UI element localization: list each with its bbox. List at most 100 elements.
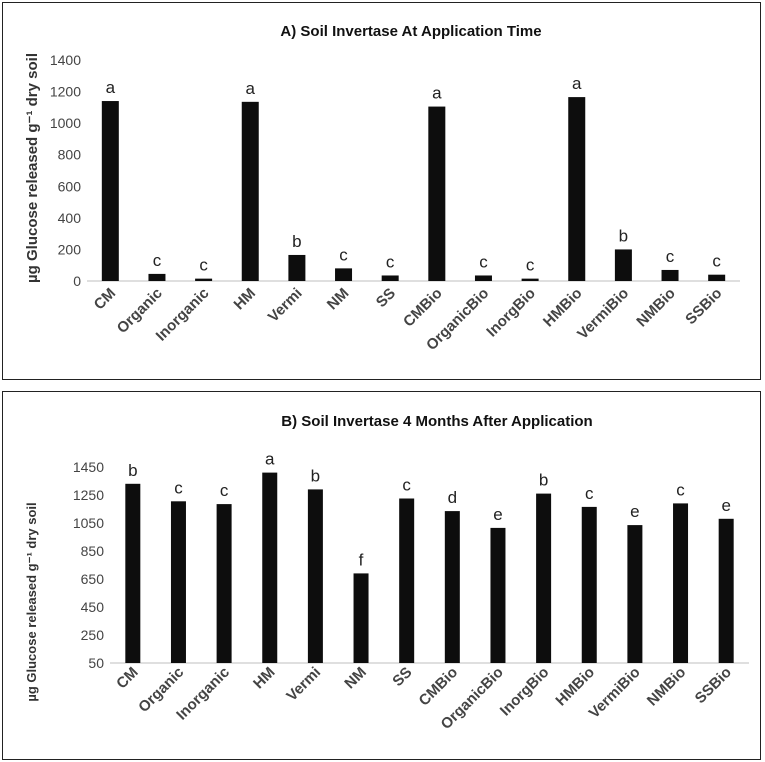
y-tick-label: 400 — [58, 210, 82, 226]
bar-ss — [381, 275, 399, 281]
significance-label: a — [572, 74, 582, 93]
y-tick-label: 800 — [58, 147, 82, 163]
significance-label: a — [106, 78, 116, 97]
significance-label: c — [174, 478, 183, 497]
significance-label: b — [619, 226, 628, 245]
bar-vermibio — [627, 525, 643, 663]
bar-organicbio — [490, 527, 506, 663]
x-tick-label: HMBio — [552, 664, 598, 710]
y-tick-label: 450 — [81, 599, 105, 615]
significance-label: c — [712, 252, 721, 271]
significance-label: a — [432, 84, 442, 103]
x-tick-label: CM — [113, 664, 142, 693]
significance-label: c — [402, 476, 411, 495]
chart-b: B) Soil Invertase 4 Months After Applica… — [24, 413, 749, 733]
bar-organic — [170, 501, 186, 663]
y-tick-label: 650 — [81, 571, 105, 587]
bar-inorgbio — [521, 278, 539, 281]
x-tick-label: NMBio — [644, 664, 690, 710]
y-tick-label: 0 — [73, 273, 81, 289]
bar-vermi — [307, 489, 323, 663]
y-axis-label: µg Glucose released g⁻¹ dry soil — [24, 502, 39, 701]
y-tick-label: 1400 — [50, 52, 81, 68]
significance-label: e — [721, 496, 730, 515]
x-tick-label: CMBio — [416, 664, 462, 710]
bar-hm — [262, 472, 278, 663]
significance-label: e — [493, 505, 502, 524]
bar-organic — [148, 273, 166, 281]
bar-ssbio — [718, 518, 734, 663]
bar-inorgbio — [536, 493, 552, 663]
y-tick-label: 1250 — [73, 487, 104, 503]
significance-label: c — [526, 256, 535, 275]
x-tick-label: VermiBio — [574, 285, 632, 343]
bar-inorganic — [216, 504, 232, 663]
bar-cmbio — [428, 106, 446, 281]
y-tick-label: 1050 — [73, 515, 104, 531]
y-axis-label: µg Glucose released g⁻¹ dry soil — [24, 53, 41, 283]
y-tick-label: 250 — [81, 627, 105, 643]
significance-label: f — [359, 550, 364, 569]
significance-label: c — [479, 252, 488, 271]
significance-label: c — [220, 481, 229, 500]
x-tick-label: Vermi — [265, 285, 306, 326]
significance-label: c — [676, 480, 685, 499]
bar-nm — [335, 268, 353, 281]
significance-label: c — [666, 247, 675, 266]
bar-nmbio — [673, 503, 689, 663]
significance-label: c — [585, 484, 594, 503]
bar-vermibio — [614, 249, 632, 281]
y-tick-label: 1450 — [73, 459, 104, 475]
significance-label: c — [199, 256, 208, 275]
bar-ss — [399, 498, 415, 663]
x-tick-label: SSBio — [682, 285, 725, 328]
significance-label: b — [292, 232, 301, 251]
significance-label: c — [386, 252, 395, 271]
x-tick-label: HM — [231, 285, 260, 314]
significance-label: b — [311, 466, 320, 485]
x-tick-label: HMBio — [540, 285, 586, 331]
bar-cm — [101, 101, 119, 282]
x-tick-label: NMBio — [633, 285, 679, 331]
bar-vermi — [288, 254, 306, 281]
significance-label: a — [265, 450, 275, 469]
x-tick-label: SSBio — [692, 664, 735, 707]
bar-inorganic — [195, 278, 213, 281]
significance-label: c — [153, 251, 162, 270]
x-tick-label: SS — [373, 285, 399, 311]
chart-panel-b: B) Soil Invertase 4 Months After Applica… — [2, 391, 761, 760]
bar-hm — [241, 101, 259, 281]
x-tick-label: NM — [341, 664, 370, 693]
y-tick-label: 200 — [58, 241, 82, 257]
x-tick-label: SS — [389, 664, 415, 690]
bar-hmbio — [568, 97, 586, 281]
x-tick-label: CMBio — [400, 285, 446, 331]
significance-label: e — [630, 502, 639, 521]
x-tick-label: CM — [91, 285, 120, 314]
y-tick-label: 850 — [81, 543, 105, 559]
bar-cm — [125, 483, 141, 663]
bar-cmbio — [444, 511, 460, 663]
significance-label: c — [339, 245, 348, 264]
y-tick-label: 50 — [88, 655, 104, 671]
significance-label: b — [539, 471, 548, 490]
x-tick-label: Vermi — [283, 664, 324, 705]
x-tick-label: NM — [324, 285, 353, 314]
significance-label: b — [128, 461, 137, 480]
bar-ssbio — [708, 274, 726, 281]
bar-hmbio — [581, 506, 597, 663]
significance-label: a — [246, 79, 256, 98]
chart-panel-a: A) Soil Invertase At Application Time µg … — [2, 2, 761, 380]
y-tick-label: 1200 — [50, 84, 81, 100]
bar-organicbio — [474, 275, 492, 281]
x-tick-label: InorgBio — [497, 664, 553, 720]
bar-nmbio — [661, 269, 679, 281]
significance-label: d — [448, 488, 457, 507]
x-tick-label: InorgBio — [483, 285, 539, 341]
bar-nm — [353, 573, 369, 663]
y-tick-label: 1000 — [50, 115, 81, 131]
y-tick-label: 600 — [58, 178, 82, 194]
chart-title: B) Soil Invertase 4 Months After Applica… — [281, 413, 592, 430]
chart-a: A) Soil Invertase At Application Time µg … — [24, 23, 740, 354]
chart-title: A) Soil Invertase At Application Time — [280, 23, 541, 40]
